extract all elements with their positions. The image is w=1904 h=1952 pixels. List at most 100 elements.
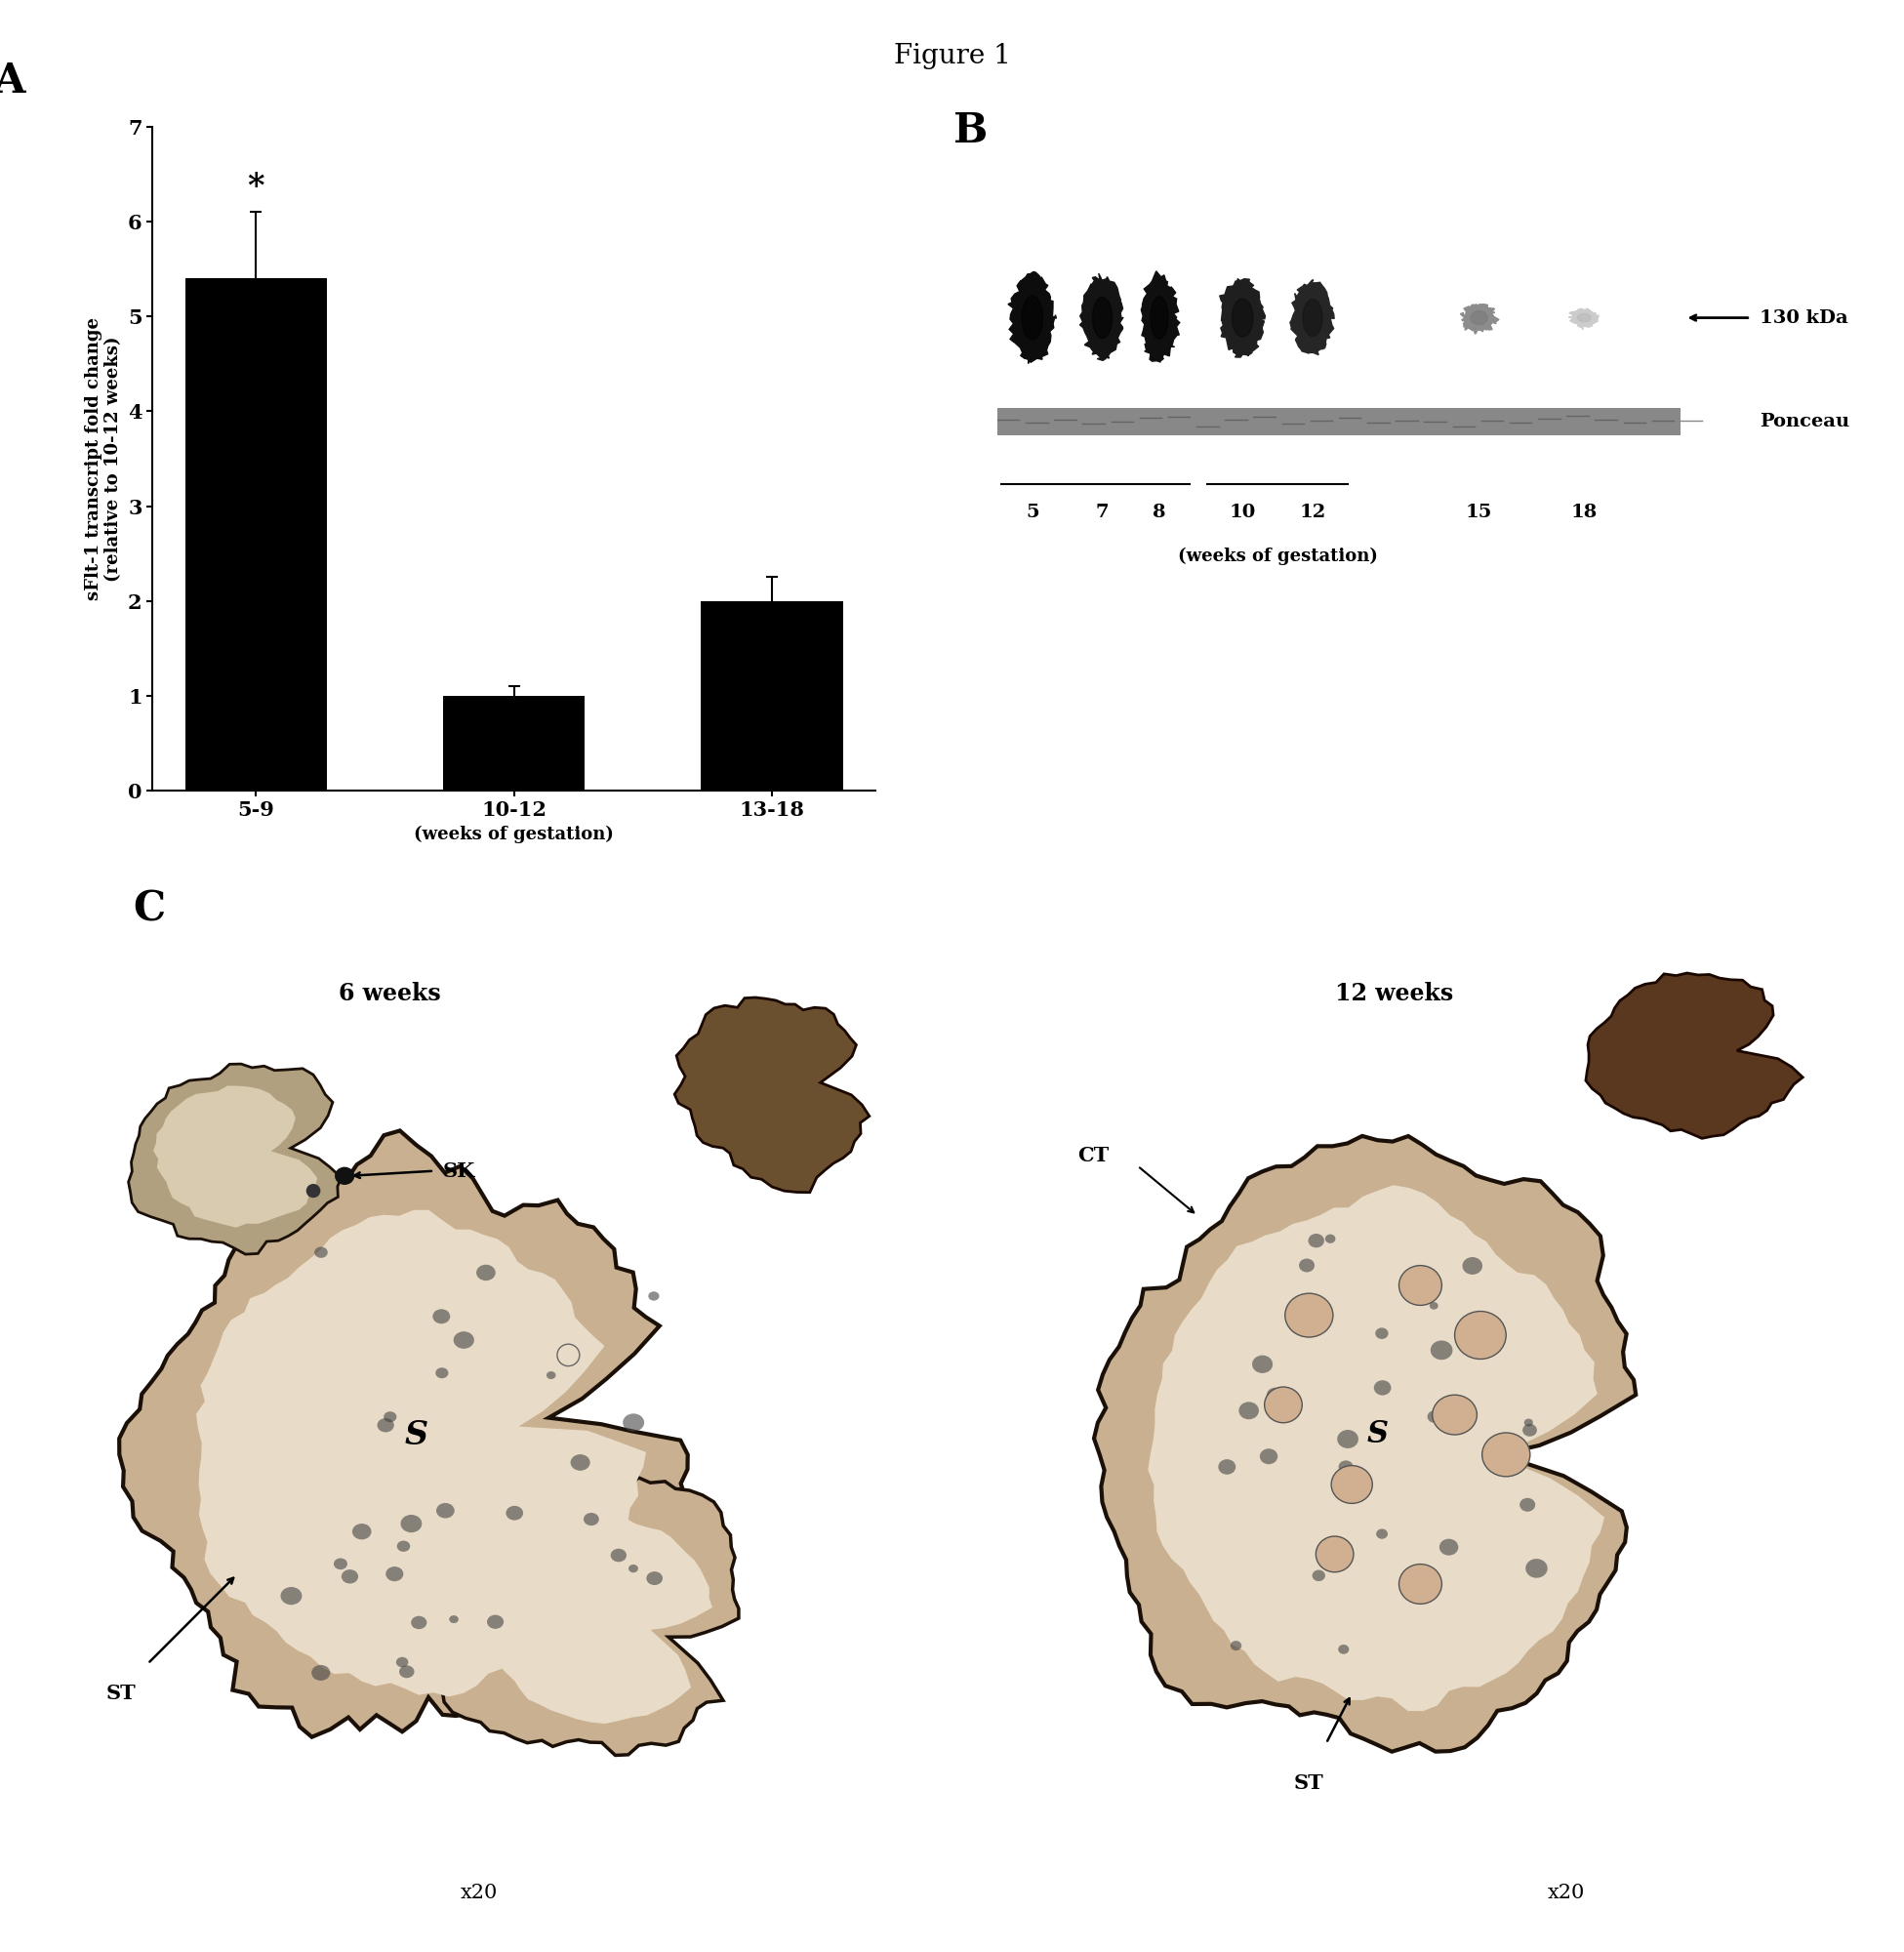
Ellipse shape [1285,1294,1333,1337]
PathPatch shape [674,997,870,1193]
Text: A: A [0,61,25,102]
Text: ST: ST [107,1683,135,1702]
Ellipse shape [436,1503,455,1519]
Polygon shape [1302,299,1323,336]
Ellipse shape [1519,1497,1535,1511]
Polygon shape [1470,310,1487,324]
Polygon shape [1093,297,1112,338]
Ellipse shape [546,1372,556,1380]
Polygon shape [1460,305,1498,334]
PathPatch shape [196,1210,645,1696]
PathPatch shape [423,1474,739,1755]
Ellipse shape [1264,1388,1302,1423]
Ellipse shape [335,1167,354,1185]
Text: Figure 1: Figure 1 [893,43,1011,68]
Ellipse shape [611,1548,626,1562]
Text: x20: x20 [461,1884,497,1903]
PathPatch shape [128,1064,341,1255]
Text: 18: 18 [1571,504,1597,521]
Polygon shape [1080,273,1123,361]
Text: C: C [133,888,166,929]
PathPatch shape [1586,972,1803,1138]
Text: 7: 7 [1097,504,1108,521]
Ellipse shape [453,1331,474,1349]
Polygon shape [1578,314,1590,322]
Polygon shape [1007,271,1057,363]
Ellipse shape [280,1587,303,1605]
Text: 6 weeks: 6 weeks [339,982,440,1005]
Text: 130 kDa: 130 kDa [1759,308,1849,326]
Ellipse shape [1316,1536,1354,1571]
Ellipse shape [1481,1433,1531,1476]
Ellipse shape [1339,1460,1354,1474]
Polygon shape [1291,279,1335,355]
Ellipse shape [1230,1642,1241,1651]
Text: 12 weeks: 12 weeks [1335,982,1455,1005]
Ellipse shape [449,1616,459,1624]
Ellipse shape [623,1413,644,1431]
Ellipse shape [1432,1396,1478,1435]
X-axis label: (weeks of gestation): (weeks of gestation) [413,826,615,843]
Ellipse shape [436,1368,447,1378]
Ellipse shape [628,1564,638,1573]
Ellipse shape [1337,1431,1358,1448]
Text: S: S [404,1419,428,1450]
Ellipse shape [307,1183,320,1199]
Ellipse shape [1260,1448,1278,1464]
Ellipse shape [1299,1259,1314,1273]
Y-axis label: sFlt-1 transcript fold change
(relative to 10-12 weeks): sFlt-1 transcript fold change (relative … [84,316,122,601]
Ellipse shape [647,1292,659,1300]
PathPatch shape [1148,1185,1605,1712]
Ellipse shape [583,1513,600,1526]
Ellipse shape [396,1540,409,1552]
Ellipse shape [476,1265,495,1281]
Ellipse shape [1240,1402,1259,1419]
Polygon shape [1220,279,1266,357]
Ellipse shape [333,1558,347,1569]
Ellipse shape [396,1657,407,1667]
Ellipse shape [341,1569,358,1583]
Polygon shape [1569,308,1599,330]
Text: x20: x20 [1548,1884,1584,1903]
PathPatch shape [120,1130,691,1737]
Polygon shape [1232,299,1253,338]
Bar [998,408,1681,435]
Ellipse shape [1430,1341,1453,1361]
PathPatch shape [152,1085,318,1228]
Ellipse shape [506,1505,524,1521]
Text: ST: ST [1295,1772,1323,1792]
Ellipse shape [312,1665,329,1681]
Ellipse shape [400,1515,423,1532]
Ellipse shape [1253,1355,1272,1372]
Ellipse shape [1399,1564,1441,1605]
Text: SK: SK [444,1161,476,1181]
Ellipse shape [1312,1569,1325,1581]
Text: *: * [248,170,265,203]
Ellipse shape [411,1616,426,1630]
Text: Ponceau: Ponceau [1759,414,1849,431]
Ellipse shape [1525,1560,1548,1577]
Ellipse shape [385,1411,396,1423]
Ellipse shape [1266,1388,1283,1403]
Text: 10: 10 [1230,504,1257,521]
Text: S: S [1367,1419,1388,1450]
Text: (weeks of gestation): (weeks of gestation) [1177,547,1378,566]
Text: 5: 5 [1026,504,1040,521]
Ellipse shape [1375,1327,1388,1339]
Ellipse shape [1399,1265,1441,1306]
Polygon shape [1150,297,1169,340]
Ellipse shape [1462,1257,1483,1275]
Text: 15: 15 [1466,504,1493,521]
Ellipse shape [645,1571,663,1585]
Text: CT: CT [1078,1146,1110,1165]
Polygon shape [1022,297,1043,340]
Ellipse shape [387,1567,404,1581]
Ellipse shape [1430,1302,1438,1310]
Text: 12: 12 [1299,504,1325,521]
Ellipse shape [1325,1234,1335,1243]
Ellipse shape [1455,1312,1506,1359]
Ellipse shape [314,1247,327,1257]
Ellipse shape [1523,1419,1533,1427]
Ellipse shape [1377,1528,1388,1538]
PathPatch shape [470,1513,712,1724]
